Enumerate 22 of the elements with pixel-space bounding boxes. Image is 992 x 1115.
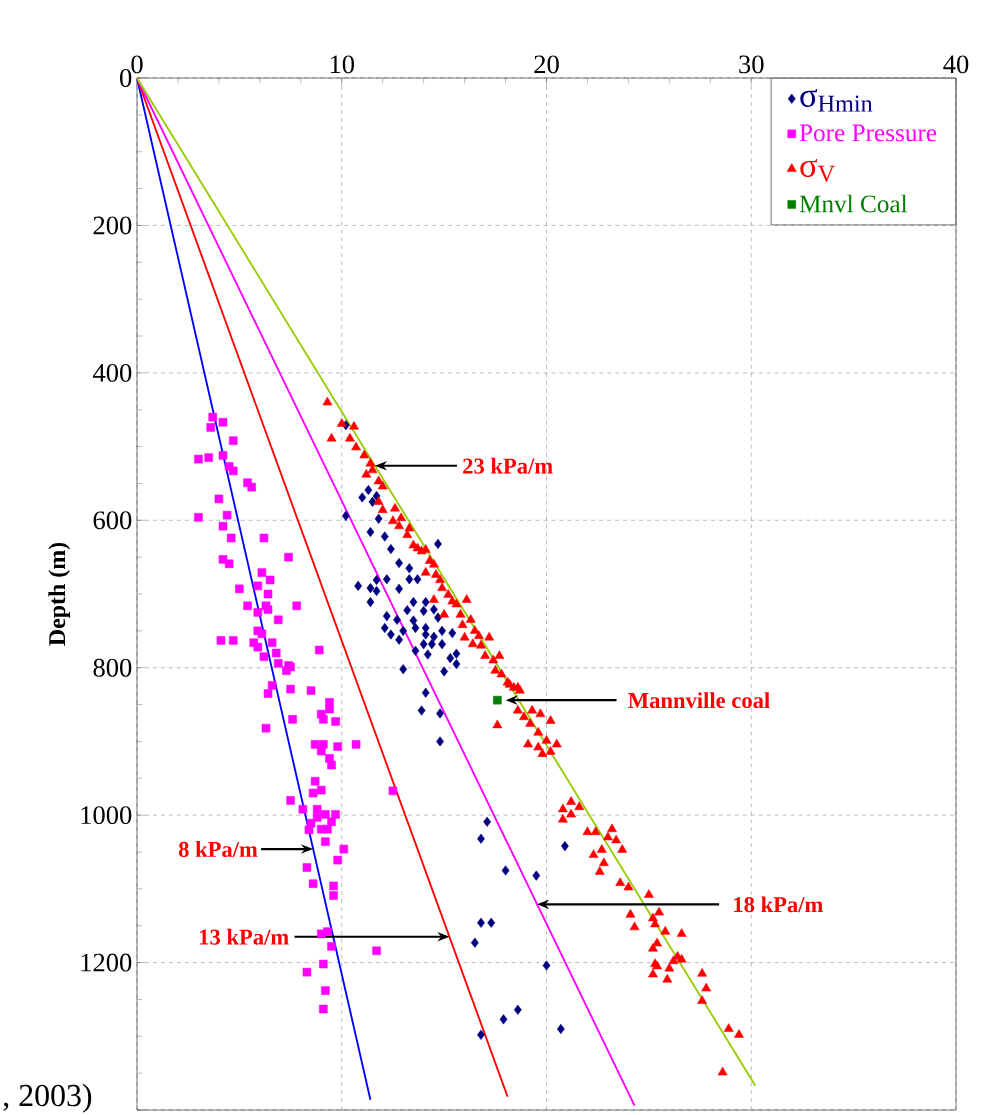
annotation: 23 kPa/m bbox=[463, 457, 553, 474]
x-tick-label: 20 bbox=[534, 55, 559, 74]
y-tick-label: 600 bbox=[93, 511, 132, 530]
y-tick-label: 200 bbox=[93, 216, 132, 235]
legend-label: Pore Pressure bbox=[799, 124, 937, 142]
y-tick-label: 400 bbox=[92, 363, 132, 382]
y-tick-label: 1000 bbox=[81, 806, 132, 825]
y-tick-label: 0 bbox=[120, 69, 132, 87]
legend-label: σ$_{V}$ bbox=[800, 159, 835, 183]
x-tick-label: 30 bbox=[739, 55, 764, 74]
text: , 2003) bbox=[3, 1083, 92, 1113]
y-tick-label: 800 bbox=[93, 658, 132, 677]
legend-label: Mnvl Coal bbox=[799, 194, 908, 213]
x-tick-label: 40 bbox=[943, 55, 969, 74]
annotation: 8 kPa/m bbox=[178, 841, 258, 858]
annotation: 13 kPa/m bbox=[200, 928, 289, 945]
x-tick-label: 10 bbox=[330, 55, 355, 74]
legend-label: σ$_{Hmin}$ bbox=[800, 88, 873, 112]
annotation: 18 kPa/m bbox=[734, 896, 823, 913]
y-axis-title: Depth (m) bbox=[48, 542, 71, 646]
annotation: Mannville coal bbox=[628, 692, 770, 709]
y-tick-label: 1200 bbox=[81, 953, 132, 972]
